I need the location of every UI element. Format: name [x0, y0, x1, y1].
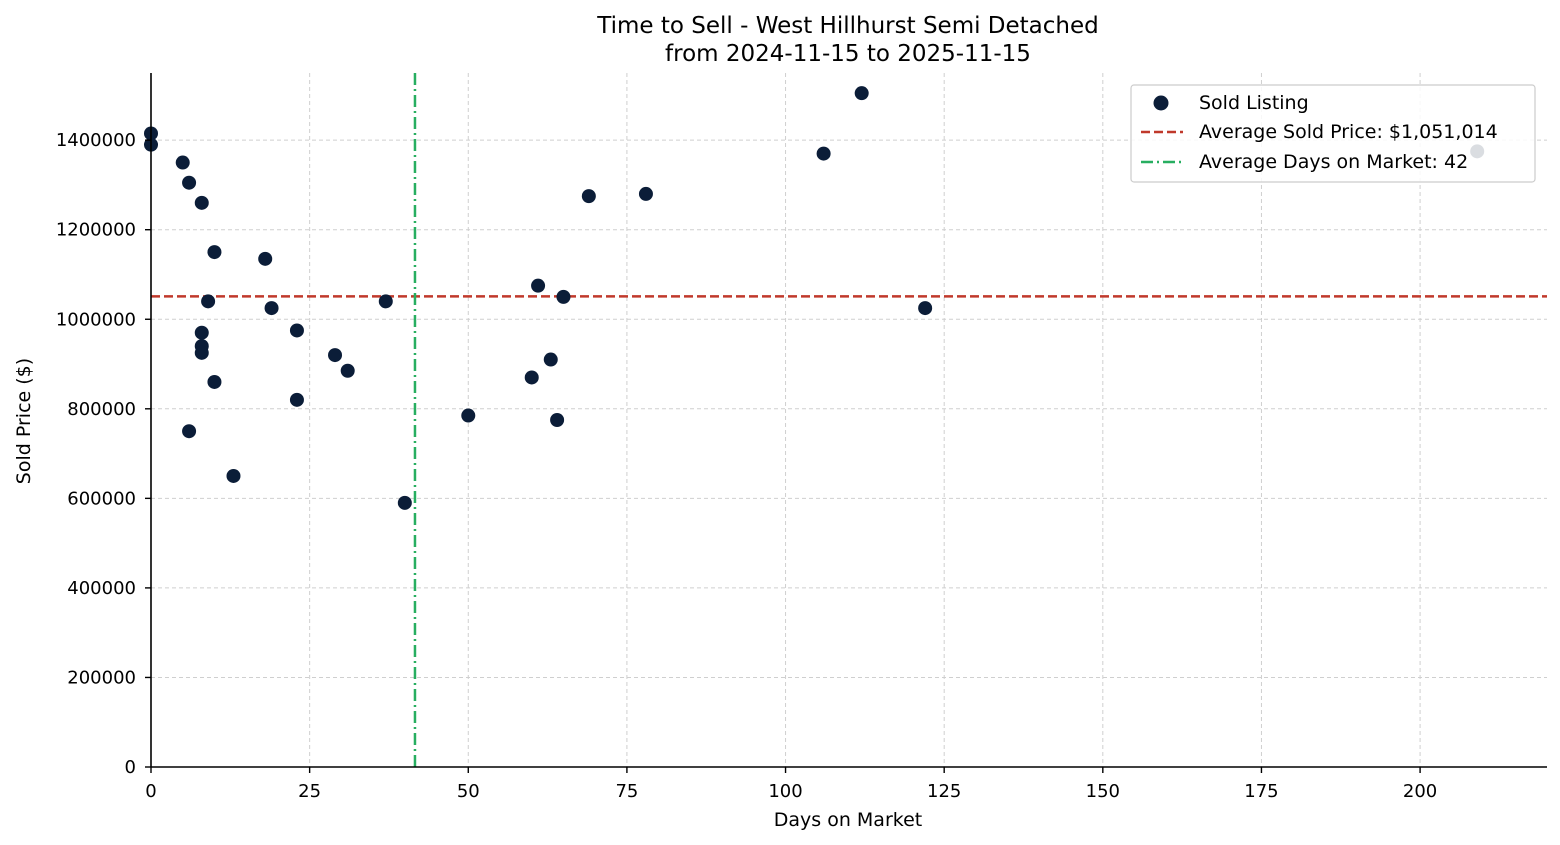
- data-point: [816, 146, 831, 161]
- y-tick-label: 1000000: [56, 309, 136, 330]
- y-tick-label: 0: [125, 757, 136, 778]
- data-point: [258, 251, 273, 266]
- x-tick-label: 100: [768, 781, 802, 802]
- data-point: [854, 86, 869, 101]
- x-tick-label: 125: [927, 781, 961, 802]
- data-point: [461, 408, 476, 423]
- data-point: [556, 289, 571, 304]
- data-point: [524, 370, 539, 385]
- y-axis-label: Sold Price ($): [13, 358, 35, 484]
- data-point: [397, 495, 412, 510]
- data-point: [194, 195, 209, 210]
- data-point: [289, 323, 304, 338]
- data-point: [340, 363, 355, 378]
- legend: Sold Listing Average Sold Price: $1,051,…: [1130, 84, 1536, 183]
- x-tick-label: 150: [1086, 781, 1120, 802]
- data-point: [207, 245, 222, 260]
- data-point: [289, 392, 304, 407]
- legend-frame: [1130, 84, 1536, 183]
- data-point: [194, 325, 209, 340]
- y-tick-label: 400000: [67, 578, 136, 599]
- legend-label-average-price: Average Sold Price: $1,051,014: [1199, 121, 1498, 143]
- x-axis-label: Days on Market: [774, 809, 922, 831]
- chart-subtitle: from 2024-11-15 to 2025-11-15: [665, 41, 1031, 67]
- x-tick-label: 50: [457, 781, 480, 802]
- data-point: [264, 301, 279, 316]
- x-tick-label: 25: [298, 781, 321, 802]
- data-point: [378, 294, 393, 309]
- y-tick-label: 800000: [67, 399, 136, 420]
- chart-title: Time to Sell - West Hillhurst Semi Detac…: [596, 13, 1099, 39]
- reference-lines: [151, 73, 1547, 767]
- x-tick-label: 175: [1244, 781, 1278, 802]
- data-point: [182, 424, 197, 439]
- axes: 0 25 50 75 100 125 150 175 200 0 200000 400000 60000…: [56, 73, 1547, 802]
- y-tick-label: 600000: [67, 488, 136, 509]
- legend-label-sold-listing: Sold Listing: [1199, 92, 1309, 114]
- data-point: [201, 294, 216, 309]
- data-point: [543, 352, 558, 367]
- y-tick-label: 1200000: [56, 220, 136, 241]
- data-points: [144, 86, 1485, 510]
- data-point: [207, 374, 222, 389]
- data-point: [182, 175, 197, 190]
- legend-marker-sold-listing: [1153, 95, 1169, 111]
- data-point: [531, 278, 546, 293]
- data-point: [328, 348, 343, 363]
- y-tick-label: 1400000: [56, 130, 136, 151]
- data-point: [226, 468, 241, 483]
- x-tick-label: 200: [1403, 781, 1437, 802]
- data-point: [550, 413, 565, 427]
- legend-label-average-days: Average Days on Market: 42: [1199, 151, 1468, 173]
- y-tick-label: 200000: [67, 667, 136, 688]
- x-tick-label: 0: [145, 781, 156, 802]
- data-point: [638, 186, 653, 201]
- data-point: [194, 345, 209, 360]
- x-tick-label: 75: [615, 781, 638, 802]
- data-point: [581, 189, 596, 204]
- data-point: [175, 155, 190, 170]
- data-point: [918, 301, 933, 316]
